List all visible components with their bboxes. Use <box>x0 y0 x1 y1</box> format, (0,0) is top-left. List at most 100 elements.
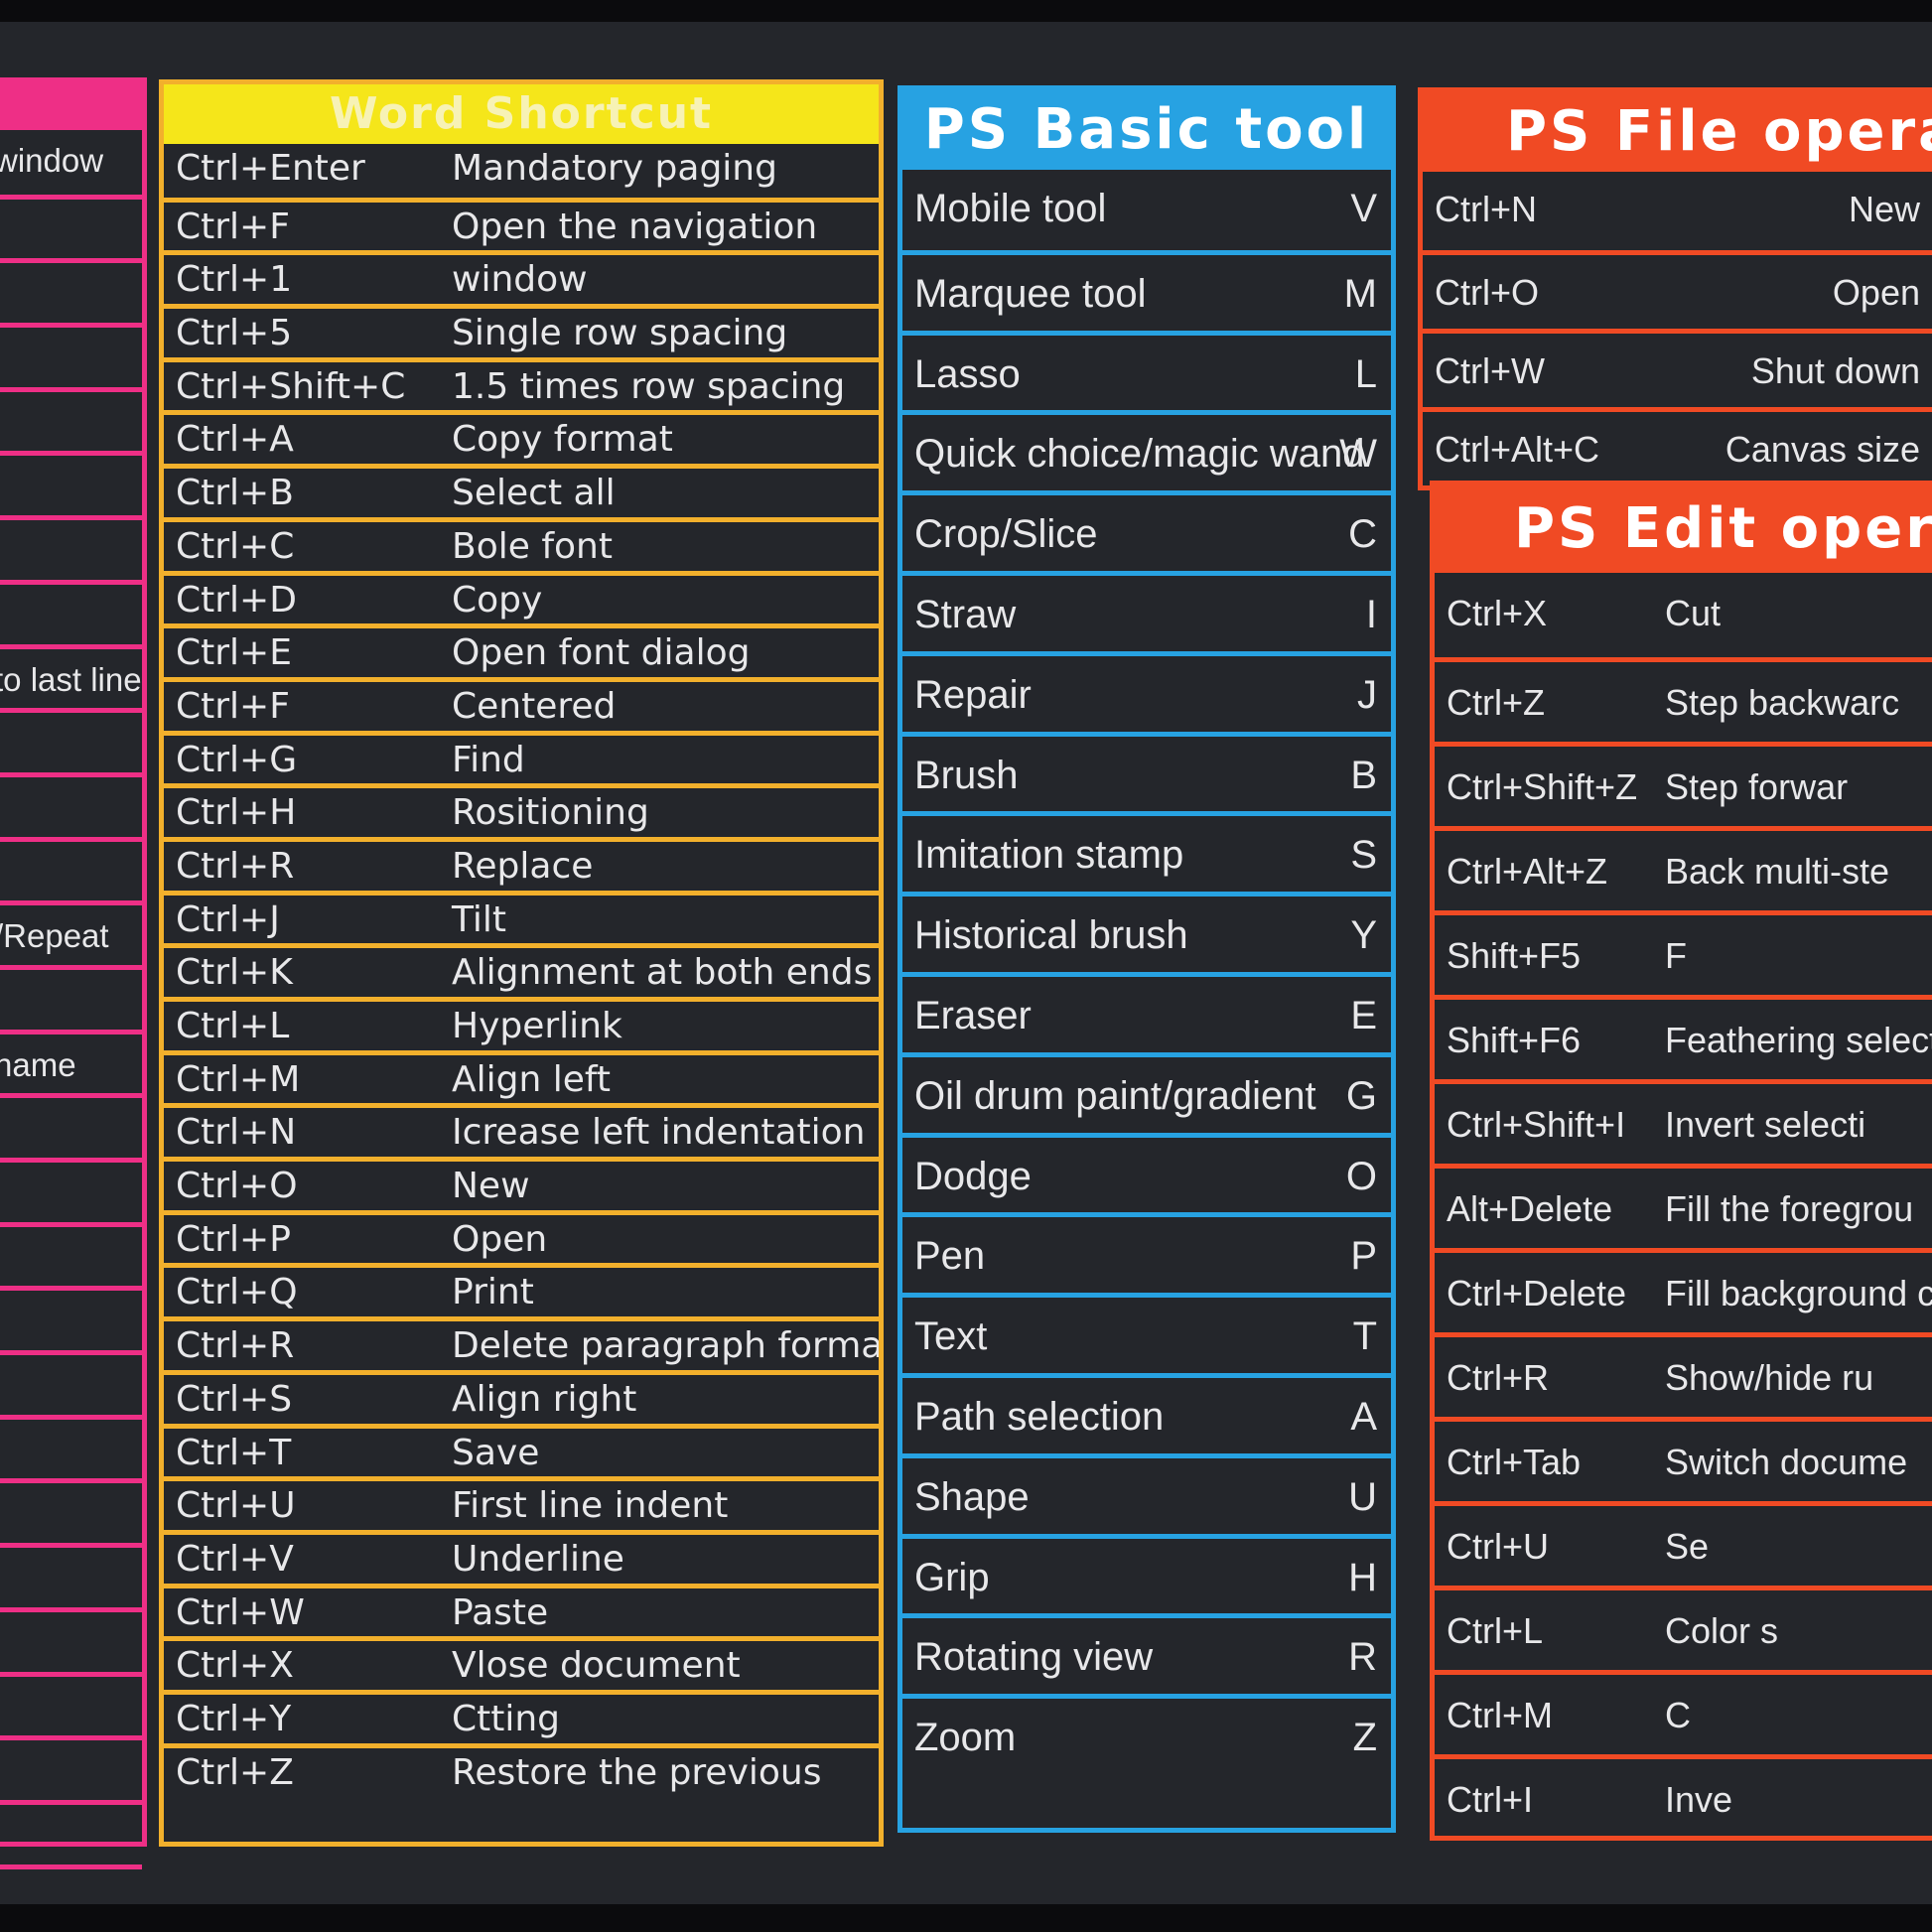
edit-shortcut-row: Ctrl+L Color s <box>1435 1586 1932 1670</box>
pink-row <box>0 1606 142 1672</box>
shortcut-action: Restore the previous <box>452 1751 822 1793</box>
word-shortcut-row: Ctrl+Y Ctting <box>164 1689 879 1743</box>
shortcut-action: New <box>1848 189 1920 229</box>
basic-shortcut-row: Rotating view R <box>902 1613 1391 1694</box>
shortcut-action: Icrease left indentation <box>452 1112 866 1154</box>
shortcut-action: Vlose document <box>452 1645 741 1687</box>
word-shortcut-row: Ctrl+N Icrease left indentation <box>164 1103 879 1157</box>
basic-shortcut-row: Straw I <box>902 570 1391 651</box>
pink-row <box>0 1543 142 1607</box>
shortcut-action: Feathering selectio <box>1665 1020 1932 1060</box>
pink-row <box>0 1671 142 1736</box>
shortcut-key: Ctrl+5 <box>176 313 293 354</box>
shortcut-key: Ctrl+X <box>1447 593 1548 633</box>
pink-row <box>0 515 142 580</box>
tool-key: P <box>1350 1234 1377 1279</box>
tool-name: Path selection <box>914 1394 1165 1439</box>
shortcut-key: Ctrl+M <box>176 1058 301 1100</box>
shortcut-key: Ctrl+F <box>176 685 290 727</box>
pink-row <box>0 1286 142 1350</box>
file-shortcut-row: Ctrl+W Shut down <box>1423 329 1932 407</box>
shortcut-key: Ctrl+X <box>176 1645 294 1687</box>
edit-shortcut-row: Ctrl+U Se <box>1435 1501 1932 1586</box>
pink-row <box>0 964 142 1030</box>
pink-row <box>0 771 142 837</box>
tool-key: O <box>1345 1154 1377 1198</box>
tool-name: Straw <box>914 592 1017 636</box>
shortcut-key: Ctrl+Q <box>176 1272 298 1313</box>
shortcut-key: Ctrl+N <box>176 1112 297 1154</box>
pink-row <box>0 1799 142 1864</box>
tool-name: Crop/Slice <box>914 512 1098 557</box>
word-shortcut-row: Ctrl+Q Print <box>164 1263 879 1316</box>
shortcut-action: Shut down <box>1750 350 1920 391</box>
pink-row <box>0 1863 142 1929</box>
tool-name: Dodge <box>914 1154 1032 1198</box>
shortcut-key: Ctrl+Z <box>1447 682 1545 723</box>
word-shortcut-row: Ctrl+Shift+C 1.5 times row spacing <box>164 356 879 411</box>
shortcut-action: Select all <box>452 473 616 514</box>
shortcut-action: Mandatory paging <box>452 148 777 189</box>
shortcut-action: Invert selecti <box>1665 1104 1866 1145</box>
word-shortcut-row: Ctrl+A Copy format <box>164 410 879 464</box>
word-shortcut-row: Ctrl+C Bole font <box>164 516 879 571</box>
tool-name: Oil drum paint/gradient <box>914 1073 1316 1118</box>
tool-name: Zoom <box>914 1716 1017 1760</box>
word-shortcut-row: Ctrl+Enter Mandatory paging <box>164 144 879 198</box>
shortcut-action: Save <box>452 1432 540 1473</box>
shortcut-action: Canvas size <box>1725 429 1920 470</box>
word-shortcut-row: Ctrl+V Underline <box>164 1529 879 1584</box>
pink-row: /Repeat <box>0 900 142 965</box>
shortcut-key: Ctrl+Alt+C <box>1435 429 1600 470</box>
basic-shortcut-row: Imitation stamp S <box>902 811 1391 892</box>
tool-key: U <box>1348 1474 1377 1519</box>
edit-shortcut-row: Shift+F6 Feathering selectio <box>1435 995 1932 1079</box>
pink-row: window <box>0 142 104 179</box>
shortcut-key: Ctrl+W <box>1435 350 1545 391</box>
pink-panel-rows: window to last line/Repeat name <box>0 130 142 1928</box>
pink-row <box>0 1350 142 1415</box>
shortcut-action: Show/hide ru <box>1665 1357 1874 1398</box>
tool-name: Pen <box>914 1234 986 1279</box>
pink-row <box>0 323 142 387</box>
shortcut-key: Ctrl+L <box>1447 1610 1544 1651</box>
word-shortcut-row: Ctrl+P Open <box>164 1209 879 1264</box>
edit-shortcut-row: Ctrl+X Cut <box>1435 573 1932 657</box>
pink-row <box>0 1093 142 1158</box>
pink-row <box>0 836 142 901</box>
tool-name: Mobile tool <box>914 187 1107 230</box>
shortcut-key: Ctrl+B <box>176 473 294 514</box>
tool-name: Quick choice/magic wand <box>914 432 1365 477</box>
shortcut-key: Ctrl+U <box>176 1485 296 1527</box>
tool-key: C <box>1348 512 1377 557</box>
shortcut-key: Ctrl+Shift+I <box>1447 1104 1626 1145</box>
shortcut-action: Print <box>452 1272 534 1313</box>
pink-row <box>0 258 142 323</box>
pink-panel-header <box>0 82 142 130</box>
shortcut-action: Fill background co <box>1665 1273 1932 1313</box>
shortcut-key: Ctrl+A <box>176 419 294 461</box>
edit-shortcut-row: Ctrl+Alt+Z Back multi-ste <box>1435 826 1932 910</box>
word-shortcut-row: Ctrl+T Save <box>164 1423 879 1477</box>
tool-name: Repair <box>914 672 1032 717</box>
edit-shortcut-row: Ctrl+Z Step backwarc <box>1435 657 1932 742</box>
word-shortcut-row: Ctrl+R Delete paragraph format <box>164 1316 879 1370</box>
shortcut-action: Tilt <box>452 898 507 940</box>
shortcut-key: Ctrl+R <box>176 1325 295 1367</box>
ps-file-operation-panel: PS File operat Ctrl+N New Ctrl+O Open Ctrl+W… <box>1418 87 1932 490</box>
shortcut-key: Ctrl+Alt+Z <box>1447 851 1608 892</box>
edit-shortcut-row: Ctrl+Shift+I Invert selecti <box>1435 1079 1932 1164</box>
word-shortcut-row: Ctrl+E Open font dialog <box>164 623 879 677</box>
shortcut-key: Ctrl+U <box>1447 1526 1550 1567</box>
shortcut-key: Ctrl+1 <box>176 259 293 301</box>
tool-name: Grip <box>914 1555 990 1599</box>
basic-shortcut-row: Eraser E <box>902 971 1391 1052</box>
basic-shortcut-row: Lasso L <box>902 330 1391 411</box>
shortcut-key: Ctrl+I <box>1447 1779 1534 1820</box>
shortcut-action: Fill the foregrou <box>1665 1188 1914 1229</box>
basic-shortcut-row: Marquee tool M <box>902 249 1391 331</box>
basic-shortcut-row: Quick choice/magic wand W <box>902 410 1391 490</box>
word-shortcut-row: Ctrl+5 Single row spacing <box>164 304 879 357</box>
shortcut-action: window <box>452 259 588 301</box>
